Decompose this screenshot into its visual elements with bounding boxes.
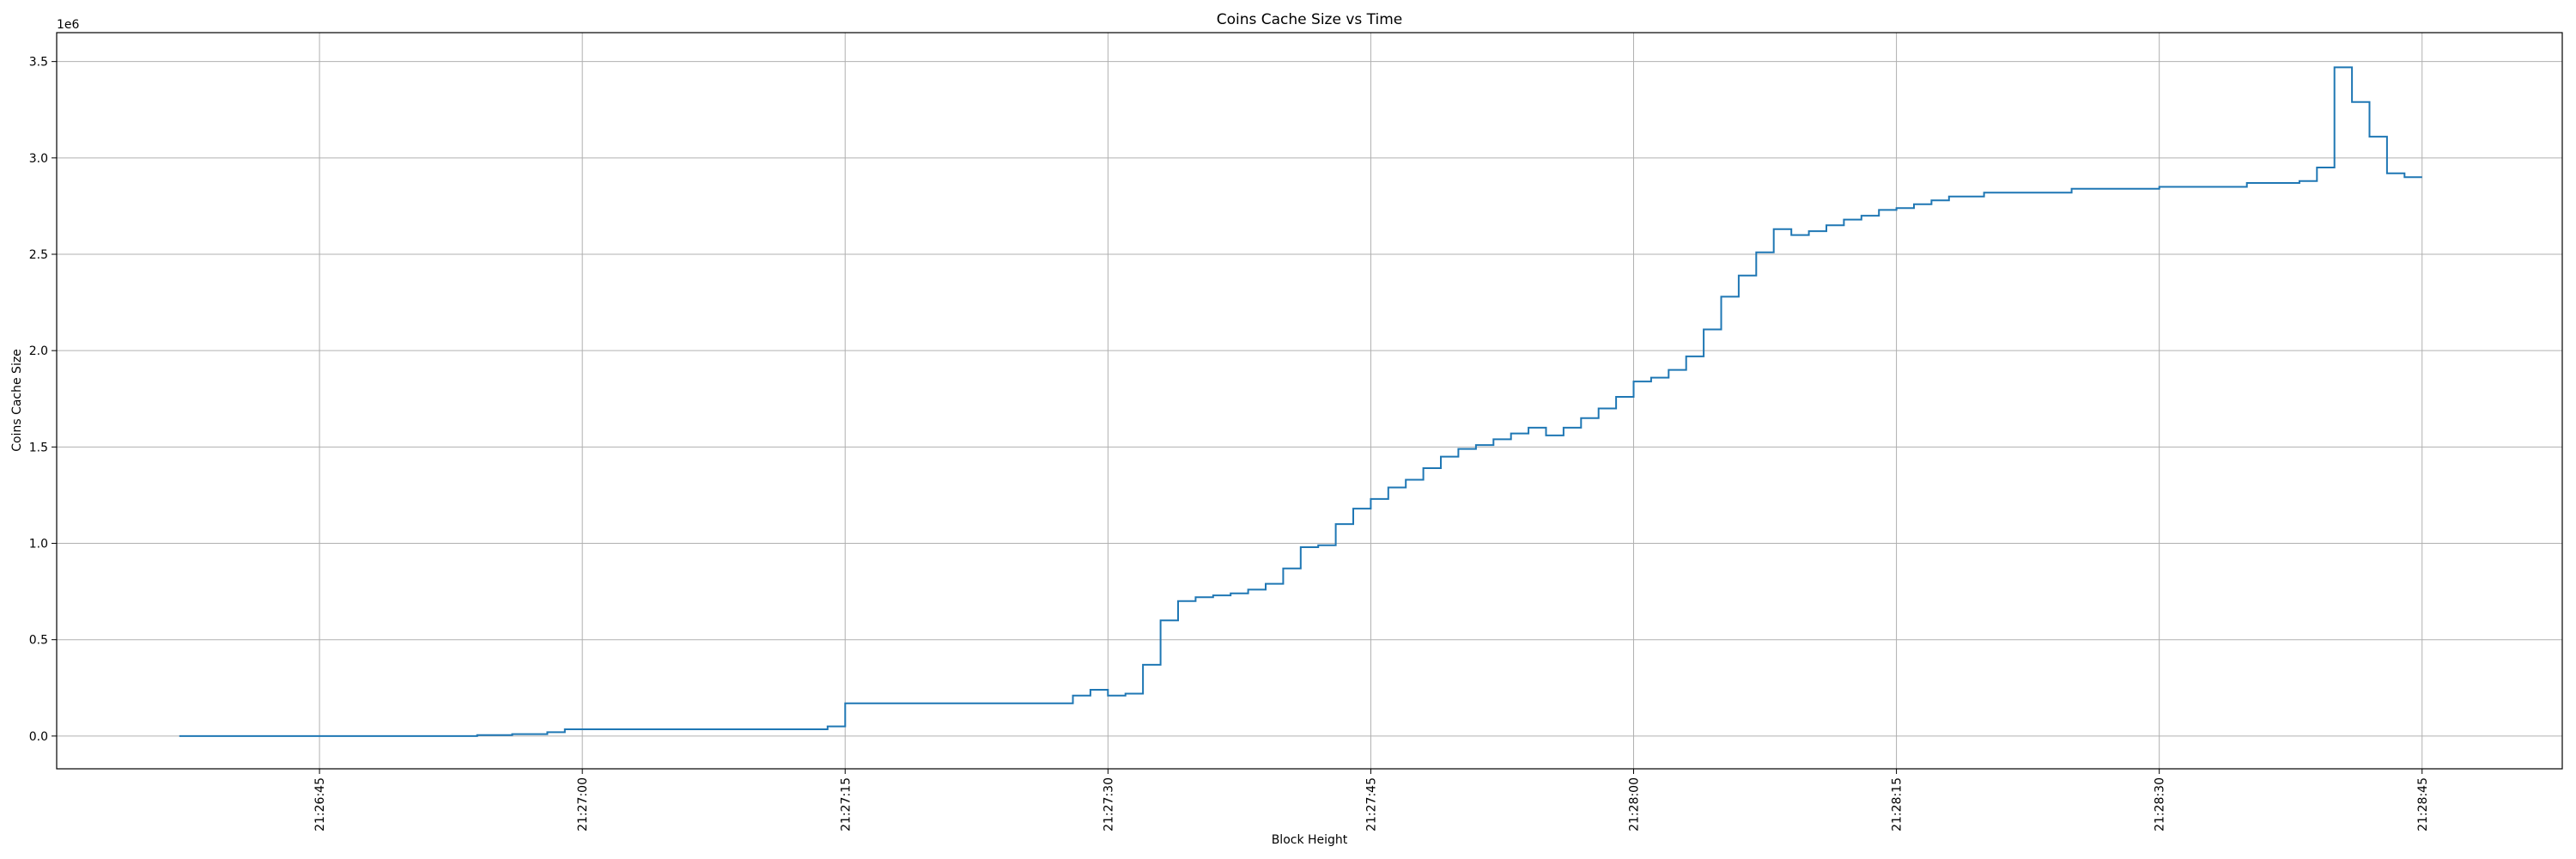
y-tick-label: 2.0	[29, 344, 48, 358]
x-tick-label: 21:27:00	[576, 777, 590, 832]
x-tick-label: 21:27:45	[1364, 777, 1378, 832]
series-layer	[179, 66, 2422, 737]
y-tick-label: 0.5	[29, 634, 48, 648]
x-tick-label: 21:26:45	[313, 777, 327, 832]
x-tick-label: 21:28:45	[2416, 777, 2430, 832]
chart-title: Coins Cache Size vs Time	[1217, 11, 1403, 28]
x-tick-label: 21:28:15	[1891, 777, 1905, 832]
plot-frame	[56, 32, 2563, 770]
y-axis-label: Coins Cache Size	[10, 349, 24, 452]
x-tick-label: 21:27:30	[1102, 777, 1115, 832]
y-tick-label: 3.5	[29, 56, 48, 70]
y-tick-label: 3.0	[29, 152, 48, 166]
x-tick-label: 21:27:15	[839, 777, 853, 832]
y-tick-label: 1.5	[29, 441, 48, 454]
grid	[57, 33, 2562, 769]
ticks: 0.0 0.5 1.0 1.5 2.0 2.5 3.0 3.5 21:26:45 21:27:00…	[29, 56, 2430, 832]
x-axis-label: Block Height	[1272, 833, 1348, 847]
y-tick-label: 1.0	[29, 538, 48, 551]
x-tick-label: 21:28:30	[2154, 777, 2167, 832]
axes	[56, 32, 2563, 770]
y-tick-label: 0.0	[29, 730, 48, 744]
series-line	[179, 66, 2422, 737]
y-tick-label: 2.5	[29, 248, 48, 262]
y-offset-text: 1e6	[57, 18, 80, 32]
x-tick-label: 21:28:00	[1628, 777, 1642, 832]
